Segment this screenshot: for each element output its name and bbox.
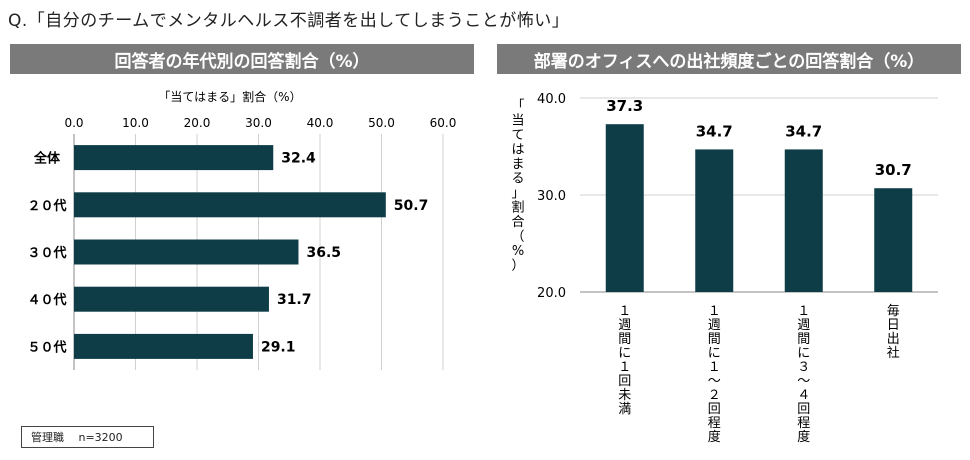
right-category-label: 毎日出社: [887, 303, 900, 361]
left-tick-label: 40.0: [307, 116, 334, 130]
left-tick-label: 60.0: [430, 116, 457, 130]
left-category-label: ５０代: [27, 339, 66, 355]
left-data-label: 32.4: [281, 151, 316, 167]
left-category-label: ３０代: [27, 245, 66, 261]
left-axis-label: 「当てはまる」割合（%）: [158, 89, 301, 104]
right-category-label: １週間に３～４回程度: [797, 304, 810, 445]
right-bar-chart: 20.0 30.0 40.0 「当てはまる」割合（%） 37.3 １週間に１回未満 34.7…: [511, 92, 938, 445]
right-data-label: 30.7: [875, 161, 912, 179]
right-data-label: 34.7: [785, 122, 822, 140]
right-bar: [784, 149, 823, 292]
right-tick-label: 40.0: [537, 92, 566, 107]
left-bar-chart: 「当てはまる」割合（%） 0.0 10.0 20.0 30.0 40.0 50.0 60.0 全…: [27, 89, 456, 370]
left-bar: [74, 333, 253, 359]
left-tick-label: 10.0: [122, 116, 149, 130]
left-tick-label: 50.0: [368, 116, 395, 130]
right-bar: [874, 188, 913, 292]
left-bar: [74, 145, 274, 171]
right-axis-label: 「当てはまる」割合（%）: [511, 99, 524, 274]
left-tick-label: 30.0: [245, 116, 272, 130]
left-category-label: 全体: [33, 151, 61, 167]
right-bar: [695, 149, 734, 292]
sample-note: 管理職 n=3200: [21, 426, 154, 448]
left-data-label: 36.5: [306, 245, 341, 261]
left-bar: [74, 286, 269, 312]
right-data-label: 37.3: [606, 97, 643, 115]
left-bar: [74, 192, 386, 218]
right-chart-title: 部署のオフィスへの出社頻度ごとの回答割合（%）: [497, 44, 961, 74]
left-tick-label: 20.0: [184, 116, 211, 130]
right-tick-label: 30.0: [537, 189, 566, 204]
question-text: Q.「自分のチームでメンタルヘルス不調者を出してしまうことが怖い」: [8, 11, 570, 31]
left-data-label: 31.7: [277, 292, 312, 308]
right-tick-label: 20.0: [537, 286, 566, 301]
right-data-label: 34.7: [696, 122, 733, 140]
left-data-label: 29.1: [261, 339, 296, 355]
left-category-label: ２０代: [27, 198, 66, 214]
right-bar: [605, 124, 644, 292]
left-category-label: ４０代: [27, 292, 66, 308]
left-data-label: 50.7: [394, 198, 429, 214]
right-category-label: １週間に１回未満: [618, 304, 631, 417]
left-bar: [74, 239, 299, 265]
right-category-label: １週間に１～２回程度: [708, 304, 721, 445]
left-chart-title: 回答者の年代別の回答割合（%）: [10, 44, 474, 74]
left-tick-label: 0.0: [64, 116, 83, 130]
